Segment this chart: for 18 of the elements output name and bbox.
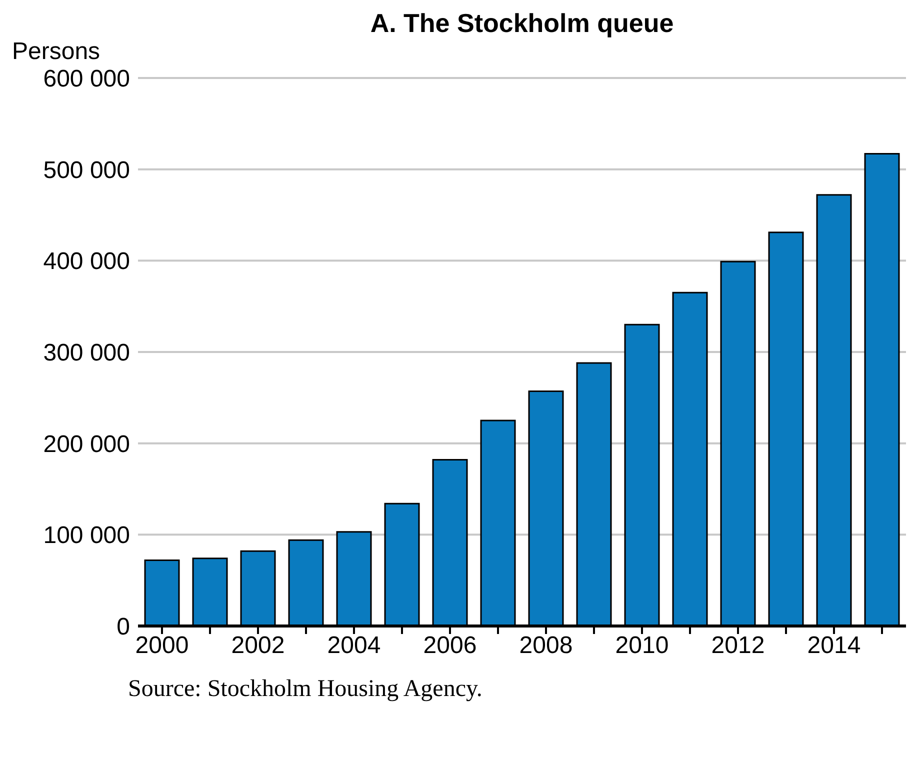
chart-title: A. The Stockholm queue: [369, 8, 675, 38]
x-tick-label: 2008: [519, 632, 573, 660]
y-tick-label: 500 000: [43, 156, 130, 184]
y-tick-label: 300 000: [43, 340, 130, 367]
y-tick-label: 100 000: [43, 522, 130, 550]
y-axis-title: Persons: [12, 38, 102, 66]
x-tick-label: 2002: [231, 632, 285, 660]
x-tick-label: 2010: [615, 632, 669, 660]
x-tick-label: 2000: [135, 632, 189, 660]
x-tick-label: 2006: [423, 632, 477, 660]
source-note: Source: Stockholm Housing Agency.: [128, 676, 484, 703]
x-tick-label: 2004: [327, 632, 381, 660]
y-tick-label: 0: [116, 614, 130, 641]
y-tick-label: 400 000: [43, 248, 130, 276]
x-tick-label: 2012: [711, 632, 765, 660]
y-tick-label: 600 000: [43, 66, 130, 93]
x-tick-label: 2014: [807, 632, 861, 660]
y-tick-label: 200 000: [43, 430, 130, 458]
